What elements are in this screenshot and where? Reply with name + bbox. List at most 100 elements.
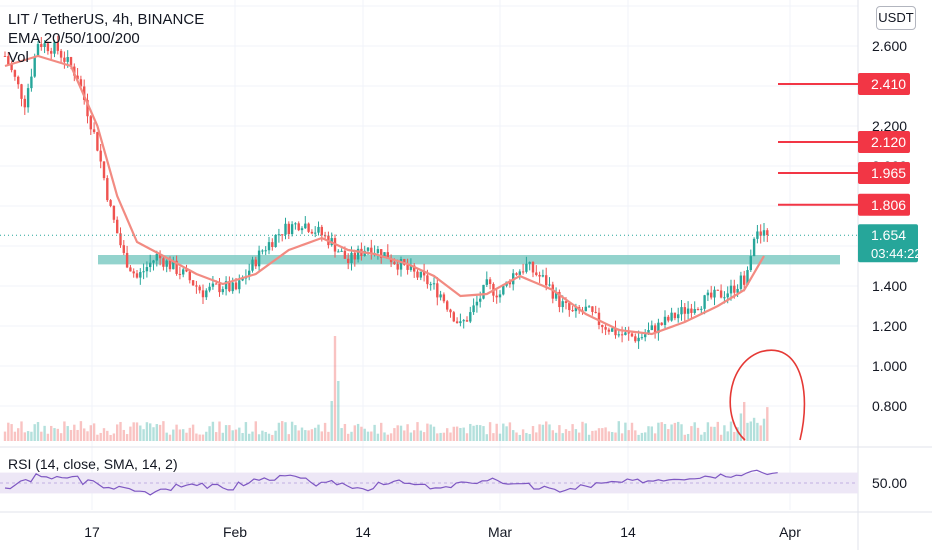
level-price-tag-text: 2.120 — [871, 134, 906, 150]
candle-body — [267, 242, 271, 251]
candle-body — [89, 116, 92, 130]
candle-body — [419, 271, 422, 278]
candle-body — [498, 294, 502, 298]
candle-body — [690, 308, 693, 313]
ema-line — [4, 54, 765, 336]
volume-bar — [446, 428, 449, 441]
volume-bar — [436, 433, 439, 441]
candle-body — [624, 332, 627, 335]
volume-bar — [109, 434, 112, 441]
volume-bar — [310, 429, 314, 441]
candle-body — [281, 234, 284, 236]
volume-bar — [353, 425, 356, 441]
volume-bar — [66, 426, 69, 441]
rsi-tick-label: 50.00 — [872, 475, 907, 491]
candle-body — [195, 285, 198, 287]
volume-bar — [7, 422, 10, 441]
candle-body — [238, 280, 241, 290]
candle-body — [76, 75, 79, 80]
volume-bar — [627, 430, 630, 441]
candle-body — [465, 320, 469, 322]
volume-bar — [716, 421, 719, 441]
price-axis: 2.6002.4002.2002.0001.8001.6001.4001.200… — [858, 38, 922, 414]
volume-bar — [307, 430, 310, 441]
candle-body — [564, 301, 568, 304]
candle-body — [653, 325, 657, 334]
candle-body — [294, 223, 297, 225]
volume-bar — [657, 422, 660, 441]
candle-body — [241, 278, 244, 281]
volume-indicator-label[interactable]: Vol — [8, 49, 29, 66]
candle-body — [304, 223, 307, 229]
volume-bar — [188, 427, 191, 441]
currency-badge[interactable]: USDT — [876, 6, 916, 30]
volume-bar — [271, 434, 274, 441]
volume-bar — [165, 432, 168, 441]
candle-body — [135, 273, 139, 278]
volume-bar — [512, 430, 515, 441]
candle-body — [211, 283, 215, 287]
volume-bar — [472, 425, 475, 441]
volume-bar — [195, 433, 198, 441]
candle-body — [162, 258, 165, 267]
volume-bar — [449, 432, 452, 441]
volume-bar — [59, 433, 63, 441]
candle-body — [650, 325, 653, 330]
level-price-tag — [858, 193, 910, 216]
candle-body — [251, 259, 254, 271]
candle-body — [683, 307, 686, 314]
candle-body — [531, 262, 535, 273]
volume-bar — [617, 421, 620, 441]
candle-body — [277, 234, 281, 236]
volume-bar — [498, 433, 502, 441]
candle-body — [63, 57, 66, 62]
volume-bar — [168, 434, 172, 441]
candle-body — [389, 258, 393, 263]
ema-20-line — [4, 54, 765, 336]
price-tick-label: 0.800 — [872, 398, 907, 414]
candle-body — [723, 297, 726, 299]
candle-body — [472, 305, 475, 313]
level-price-tag-text: 1.806 — [871, 197, 906, 213]
volume-bar — [129, 426, 132, 441]
candle-body — [502, 285, 505, 295]
volume-bar — [726, 431, 729, 441]
volume-bar — [429, 424, 432, 441]
volume-bar — [660, 422, 663, 441]
candle-body — [601, 324, 604, 328]
volume-bar — [452, 426, 455, 441]
candle-body — [736, 288, 739, 293]
volume-bar — [637, 434, 640, 441]
volume-bar — [211, 421, 215, 441]
candle-body — [122, 245, 125, 253]
volume-bar — [224, 425, 228, 441]
ema-indicator-label[interactable]: EMA 20/50/100/200 — [8, 30, 140, 47]
volume-bar — [234, 429, 238, 441]
candle-body — [726, 293, 729, 298]
volume-bar — [607, 431, 611, 441]
candle-body — [261, 250, 264, 252]
candle-body — [479, 298, 482, 302]
volume-bar — [185, 432, 188, 441]
volume-bar — [116, 424, 119, 441]
volume-bar — [548, 424, 551, 441]
rsi-legend[interactable]: RSI (14, close, SMA, 14, 2) — [8, 456, 178, 472]
candle-body — [686, 308, 690, 314]
level-price-tag — [858, 73, 910, 95]
volume-bar — [673, 422, 677, 441]
candle-body — [719, 290, 723, 298]
candle-body — [300, 228, 304, 231]
candle-body — [416, 271, 419, 278]
candle-body — [102, 161, 106, 179]
volume-bar — [13, 431, 17, 441]
candle-body — [399, 259, 403, 270]
volume-bar — [330, 401, 333, 441]
symbol-title[interactable]: LIT / TetherUS, 4h, BINANCE — [8, 11, 205, 28]
volume-bar — [541, 424, 545, 441]
volume-bar — [614, 432, 617, 441]
current-price-tag — [858, 224, 918, 263]
candle-body — [215, 283, 218, 285]
volume-bar — [119, 421, 122, 441]
candle-body — [221, 289, 224, 293]
